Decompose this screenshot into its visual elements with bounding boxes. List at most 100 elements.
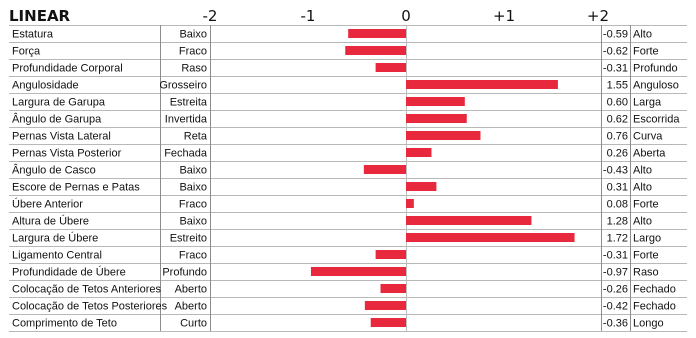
high-end-label: Profundo: [633, 63, 678, 75]
value-label: 0.08: [607, 199, 628, 211]
value-label: 0.60: [607, 97, 628, 109]
trait-label: Ligamento Central: [12, 250, 102, 262]
bar: [345, 46, 406, 55]
value-label: -0.97: [603, 267, 628, 279]
high-end-label: Escorrida: [633, 114, 680, 126]
tick-label: +1: [493, 7, 515, 25]
high-end-label: Larga: [633, 97, 662, 109]
trait-label: Estatura: [12, 29, 54, 41]
bar: [406, 199, 414, 208]
high-end-label: Largo: [633, 233, 661, 245]
value-label: -0.62: [603, 46, 628, 58]
trait-label: Colocação de Tetos Posteriores: [12, 301, 168, 313]
bar: [380, 284, 406, 293]
row-labels: Estatura Baixo -0.59 Alto Força Fraco -0.62 For…: [12, 29, 680, 330]
bar: [375, 250, 406, 259]
chart-title: LINEAR: [9, 7, 71, 25]
high-end-label: Alto: [633, 29, 652, 41]
bar: [364, 301, 406, 310]
bar: [363, 165, 406, 174]
bar: [406, 233, 575, 242]
tick-label: -2: [203, 7, 218, 25]
table-grid: [9, 25, 687, 332]
trait-label: Profundidade de Úbere: [12, 266, 126, 279]
value-label: 1.28: [607, 216, 628, 228]
bar: [348, 29, 406, 38]
high-end-label: Alto: [633, 216, 652, 228]
value-label: 0.62: [607, 114, 628, 126]
value-label: 0.26: [607, 148, 628, 160]
low-end-label: Baixo: [179, 165, 207, 177]
high-end-label: Forte: [633, 199, 659, 211]
trait-label: Ângulo de Casco: [12, 164, 96, 177]
high-end-label: Longo: [633, 318, 664, 330]
trait-label: Força: [12, 46, 41, 58]
value-label: -0.59: [603, 29, 628, 41]
trait-label: Pernas Vista Lateral: [12, 131, 111, 143]
tick-label: +2: [587, 7, 609, 25]
bar: [406, 131, 481, 140]
value-label: -0.31: [603, 250, 628, 262]
bar: [406, 182, 437, 191]
low-end-label: Invertida: [165, 114, 208, 126]
value-label: -0.31: [603, 63, 628, 75]
bar: [406, 80, 558, 89]
low-end-label: Raso: [181, 63, 207, 75]
bar: [406, 97, 465, 106]
value-label: 1.55: [607, 80, 628, 92]
high-end-label: Forte: [633, 250, 659, 262]
trait-label: Altura de Úbere: [12, 215, 89, 228]
high-end-label: Alto: [633, 182, 652, 194]
low-end-label: Grosseiro: [159, 80, 207, 92]
low-end-label: Aberto: [175, 284, 207, 296]
low-end-label: Baixo: [179, 182, 207, 194]
trait-label: Escore de Pernas e Patas: [12, 182, 140, 194]
trait-label: Profundidade Corporal: [12, 63, 123, 75]
bar: [406, 114, 467, 123]
high-end-label: Curva: [633, 131, 663, 143]
value-label: 0.31: [607, 182, 628, 194]
trait-label: Largura de Garupa: [12, 97, 106, 109]
trait-label: Angulosidade: [12, 80, 79, 92]
trait-label: Pernas Vista Posterior: [12, 148, 122, 160]
low-end-label: Profundo: [162, 267, 207, 279]
value-label: -0.42: [603, 301, 628, 313]
axis-ticks: -2 -1 0 +1 +2: [203, 7, 609, 25]
bar: [370, 318, 406, 327]
bar: [310, 267, 406, 276]
low-end-label: Fraco: [179, 250, 207, 262]
high-end-label: Alto: [633, 165, 652, 177]
trait-label: Ângulo de Garupa: [12, 113, 102, 126]
high-end-label: Raso: [633, 267, 659, 279]
low-end-label: Curto: [180, 318, 207, 330]
value-label: 0.76: [607, 131, 628, 143]
low-end-label: Baixo: [179, 216, 207, 228]
value-label: -0.36: [603, 318, 628, 330]
high-end-label: Fechado: [633, 301, 676, 313]
low-end-label: Aberto: [175, 301, 207, 313]
bar: [406, 148, 432, 157]
low-end-label: Fraco: [179, 199, 207, 211]
low-end-label: Reta: [184, 131, 208, 143]
high-end-label: Fechado: [633, 284, 676, 296]
low-end-label: Fraco: [179, 46, 207, 58]
high-end-label: Forte: [633, 46, 659, 58]
tick-label: -1: [301, 7, 316, 25]
trait-label: Largura de Úbere: [12, 232, 98, 245]
bar: [375, 63, 406, 72]
low-end-label: Estreito: [170, 233, 207, 245]
high-end-label: Aberta: [633, 148, 666, 160]
value-label: 1.72: [607, 233, 628, 245]
value-label: -0.43: [603, 165, 628, 177]
trait-label: Úbere Anterior: [12, 198, 83, 211]
low-end-label: Baixo: [179, 29, 207, 41]
tick-label: 0: [401, 7, 411, 25]
low-end-label: Estreita: [170, 97, 208, 109]
low-end-label: Fechada: [164, 148, 208, 160]
bar: [406, 216, 532, 225]
trait-label: Comprimento de Teto: [12, 318, 117, 330]
value-label: -0.26: [603, 284, 628, 296]
high-end-label: Anguloso: [633, 80, 679, 92]
trait-label: Colocação de Tetos Anteriores: [12, 284, 161, 296]
